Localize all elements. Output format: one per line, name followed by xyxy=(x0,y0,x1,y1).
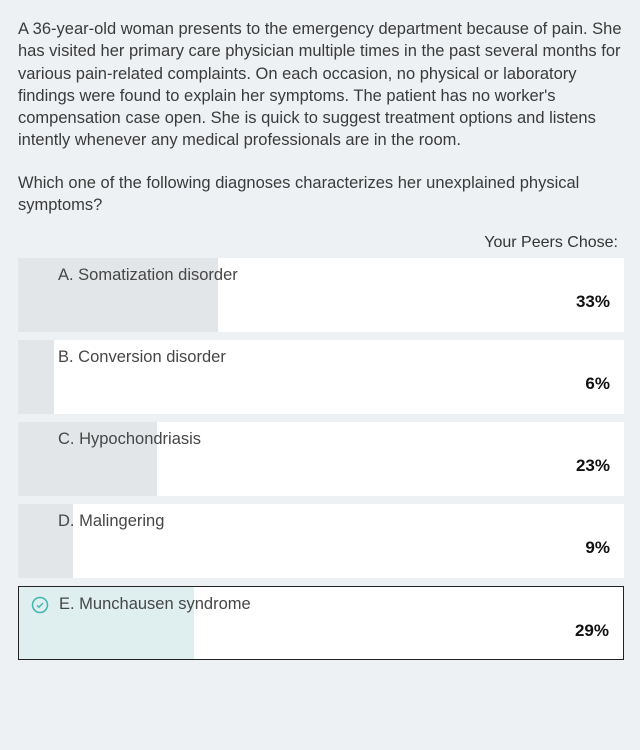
answer-option-c[interactable]: C. Hypochondriasis 23% xyxy=(18,422,624,496)
option-label: A. Somatization disorder xyxy=(58,266,238,285)
question-lead-in: Which one of the following diagnoses cha… xyxy=(18,172,624,217)
peers-chose-label: Your Peers Chose: xyxy=(18,234,624,252)
option-percentage: 6% xyxy=(585,374,610,394)
option-percentage: 33% xyxy=(576,292,610,312)
answer-option-b[interactable]: B. Conversion disorder 6% xyxy=(18,340,624,414)
option-label: E. Munchausen syndrome xyxy=(59,595,251,614)
option-percentage: 29% xyxy=(575,621,609,641)
answer-option-d[interactable]: D. Malingering 9% xyxy=(18,504,624,578)
question-stem: A 36-year-old woman presents to the emer… xyxy=(18,18,624,152)
answer-options: A. Somatization disorder 33% B. Conversion… xyxy=(18,258,624,660)
answer-option-e[interactable]: E. Munchausen syndrome 29% xyxy=(18,586,624,660)
option-label: D. Malingering xyxy=(58,512,164,531)
check-circle-icon xyxy=(31,596,49,614)
option-percentage: 9% xyxy=(585,538,610,558)
option-label: B. Conversion disorder xyxy=(58,348,226,367)
answer-option-a[interactable]: A. Somatization disorder 33% xyxy=(18,258,624,332)
option-percentage: 23% xyxy=(576,456,610,476)
option-label: C. Hypochondriasis xyxy=(58,430,201,449)
